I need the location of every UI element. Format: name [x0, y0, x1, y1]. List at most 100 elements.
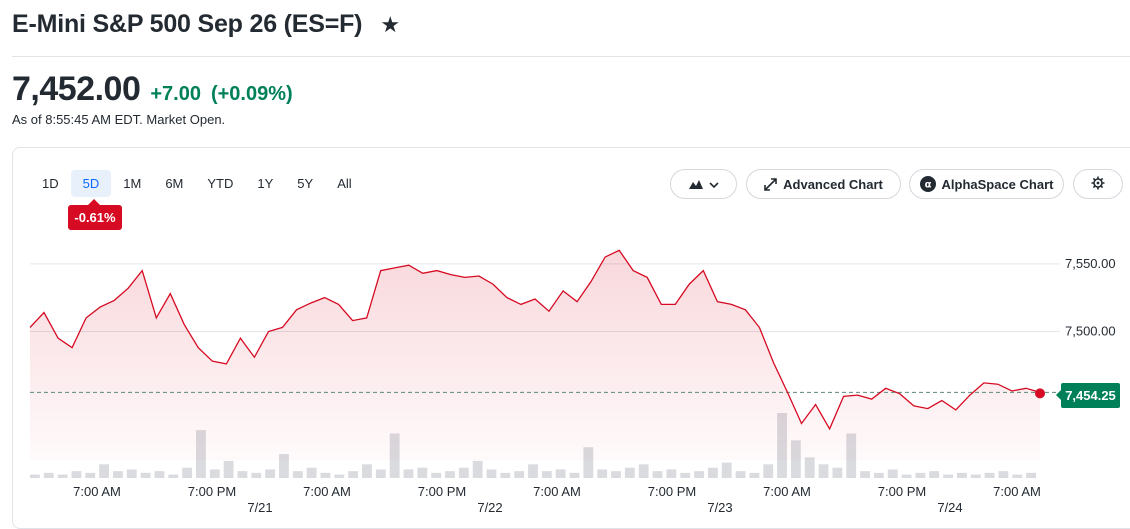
range-1y[interactable]: 1Y — [257, 176, 274, 191]
header-divider — [12, 56, 1130, 57]
volume-bar — [818, 464, 829, 478]
x-tick-label: 7:00 AM — [993, 484, 1041, 499]
current-price: 7,452.00 — [12, 70, 141, 108]
range-1m[interactable]: 1M — [123, 176, 142, 191]
volume-bar — [707, 467, 718, 478]
volume-bar — [956, 472, 967, 478]
volume-bar — [85, 472, 96, 478]
volume-bar — [915, 472, 926, 478]
x-tick-label: 7:00 AM — [763, 484, 811, 499]
range-ytd[interactable]: YTD — [207, 176, 234, 191]
volume-bar — [113, 471, 123, 478]
range-5d[interactable]: 5D — [70, 170, 112, 197]
volume-bar — [168, 474, 179, 478]
day-label: 7/22 — [477, 500, 502, 515]
volume-bar — [1012, 474, 1023, 478]
volume-bar — [624, 467, 635, 478]
chart-type-button[interactable] — [670, 169, 737, 199]
volume-bar — [445, 471, 455, 478]
price-change-percent: (+0.09%) — [210, 83, 293, 105]
range-change-badge: -0.61% — [68, 199, 122, 230]
price-line — [29, 249, 1041, 431]
volume-bar — [126, 469, 137, 478]
range-5y[interactable]: 5Y — [297, 176, 314, 191]
range-1d[interactable]: 1D — [42, 176, 59, 191]
x-tick-label: 7:00 AM — [303, 484, 351, 499]
volume-bar — [763, 464, 774, 478]
y-axis: 7,550.00 7,500.00 — [1065, 256, 1116, 339]
volume-bar — [943, 474, 953, 478]
alphaspace-chart-button[interactable]: α AlphaSpace Chart — [909, 169, 1064, 199]
day-label: 7/24 — [937, 500, 962, 515]
volume-bar — [749, 472, 760, 478]
volume-bar — [362, 464, 372, 478]
volume-bar — [583, 447, 594, 478]
volume-bar — [832, 467, 843, 478]
settings-button[interactable] — [1073, 169, 1123, 199]
volume-bar — [541, 471, 552, 478]
volume-bar — [486, 469, 497, 478]
x-tick-label: 7:00 AM — [533, 484, 581, 499]
volume-bar — [99, 464, 110, 478]
volume-bar — [182, 467, 193, 478]
day-label: 7/23 — [707, 500, 732, 515]
alpha-icon: α — [919, 176, 936, 192]
advanced-chart-button[interactable]: Advanced Chart — [746, 169, 901, 199]
volume-bar — [237, 471, 248, 478]
x-tick-label: 7:00 PM — [648, 484, 696, 499]
volume-bar — [860, 471, 870, 478]
volume-bar — [431, 472, 442, 478]
volume-bar — [652, 471, 663, 478]
y-tick-label: 7,550.00 — [1065, 256, 1116, 271]
x-tick-label: 7:00 PM — [878, 484, 926, 499]
volume-bar — [472, 460, 483, 478]
volume-bar — [500, 472, 511, 478]
x-tick-label: 7:00 AM — [73, 484, 121, 499]
svg-text:α: α — [924, 180, 931, 191]
chevron-down-icon — [708, 177, 719, 192]
range-6m[interactable]: 6M — [165, 176, 184, 191]
last-price-dot — [1035, 388, 1045, 399]
page-title: E-Mini S&P 500 Sep 26 (ES=F) — [12, 10, 363, 38]
volume-bar — [251, 472, 262, 478]
volume-bar — [334, 474, 345, 478]
volume-bar — [348, 471, 359, 478]
volume-bar — [223, 460, 234, 478]
volume-bar — [694, 471, 704, 478]
volume-bar — [611, 471, 621, 478]
volume-bar — [569, 472, 580, 478]
star-icon[interactable]: ★ — [380, 11, 401, 37]
x-tick-label: 7:00 PM — [188, 484, 236, 499]
volume-bar — [721, 462, 732, 478]
volume-bar — [458, 467, 469, 478]
volume-bar — [375, 469, 386, 478]
volume-bar — [209, 469, 220, 478]
market-timestamp: As of 8:55:45 AM EDT. Market Open. — [12, 112, 226, 127]
mountain-chart-icon — [688, 179, 703, 189]
x-tick-label: 7:00 PM — [418, 484, 466, 499]
range-selector: 1D 5D 1M 6M YTD 1Y 5Y All — [30, 170, 364, 197]
volume-bar — [154, 471, 165, 478]
volume-bar — [638, 464, 649, 478]
range-all[interactable]: All — [337, 176, 352, 191]
volume-bar — [514, 471, 525, 478]
volume-bar — [929, 471, 940, 478]
volume-bar — [265, 469, 276, 478]
volume-bar — [887, 469, 898, 478]
volume-bar — [666, 469, 677, 478]
gear-icon — [1091, 176, 1105, 193]
volume-bar — [417, 467, 428, 478]
volume-bar — [306, 467, 317, 478]
volume-bar — [57, 474, 68, 478]
price-change: +7.00 — [150, 83, 201, 105]
x-axis: 7:00 AM 7:00 PM 7:00 AM 7:00 PM 7:00 AM 7:00 … — [73, 484, 1041, 515]
volume-bar — [804, 457, 815, 478]
volume-bar — [680, 472, 691, 478]
volume-bar — [43, 472, 54, 478]
volume-bar — [320, 472, 331, 478]
volume-bar — [140, 472, 151, 478]
volume-bar — [998, 471, 1009, 478]
volume-bar — [735, 471, 746, 478]
volume-bar — [873, 472, 884, 478]
